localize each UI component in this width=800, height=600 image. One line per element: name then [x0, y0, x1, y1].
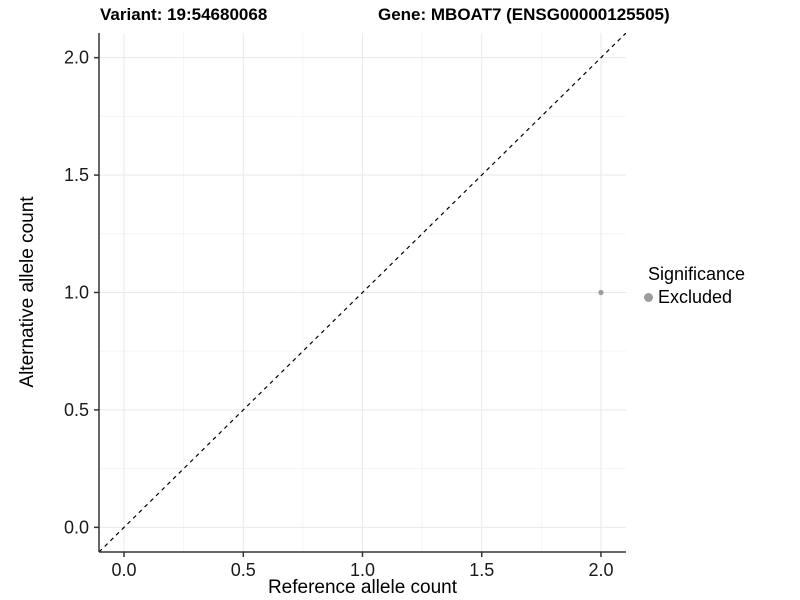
gene-title: Gene: MBOAT7 (ENSG00000125505): [378, 5, 670, 24]
y-tick-label: 0.5: [64, 400, 89, 420]
legend-item-label: Excluded: [658, 287, 733, 307]
x-tick-label: 1.0: [350, 560, 375, 580]
identity-reference-line: [99, 33, 626, 552]
y-tick-label: 0.0: [64, 517, 89, 537]
variant-title: Variant: 19:54680068: [100, 5, 268, 24]
y-tick-label: 1.0: [64, 283, 89, 303]
x-tick-label: 1.5: [469, 560, 494, 580]
y-tick-label: 1.5: [64, 165, 89, 185]
legend: Significance Excluded: [644, 264, 745, 308]
x-tick-label: 0.5: [231, 560, 256, 580]
legend-key-dot: [644, 293, 653, 302]
x-axis-title: Reference allele count: [267, 577, 458, 598]
data-point: [598, 289, 604, 296]
y-tick-label: 2.0: [64, 48, 89, 68]
x-tick-label: 0.0: [112, 560, 137, 580]
y-axis-title-text: Alternative allele count: [17, 196, 38, 388]
legend-item-excluded: Excluded: [644, 287, 745, 308]
legend-title: Significance: [648, 264, 746, 284]
x-tick-label: 2.0: [588, 560, 613, 580]
